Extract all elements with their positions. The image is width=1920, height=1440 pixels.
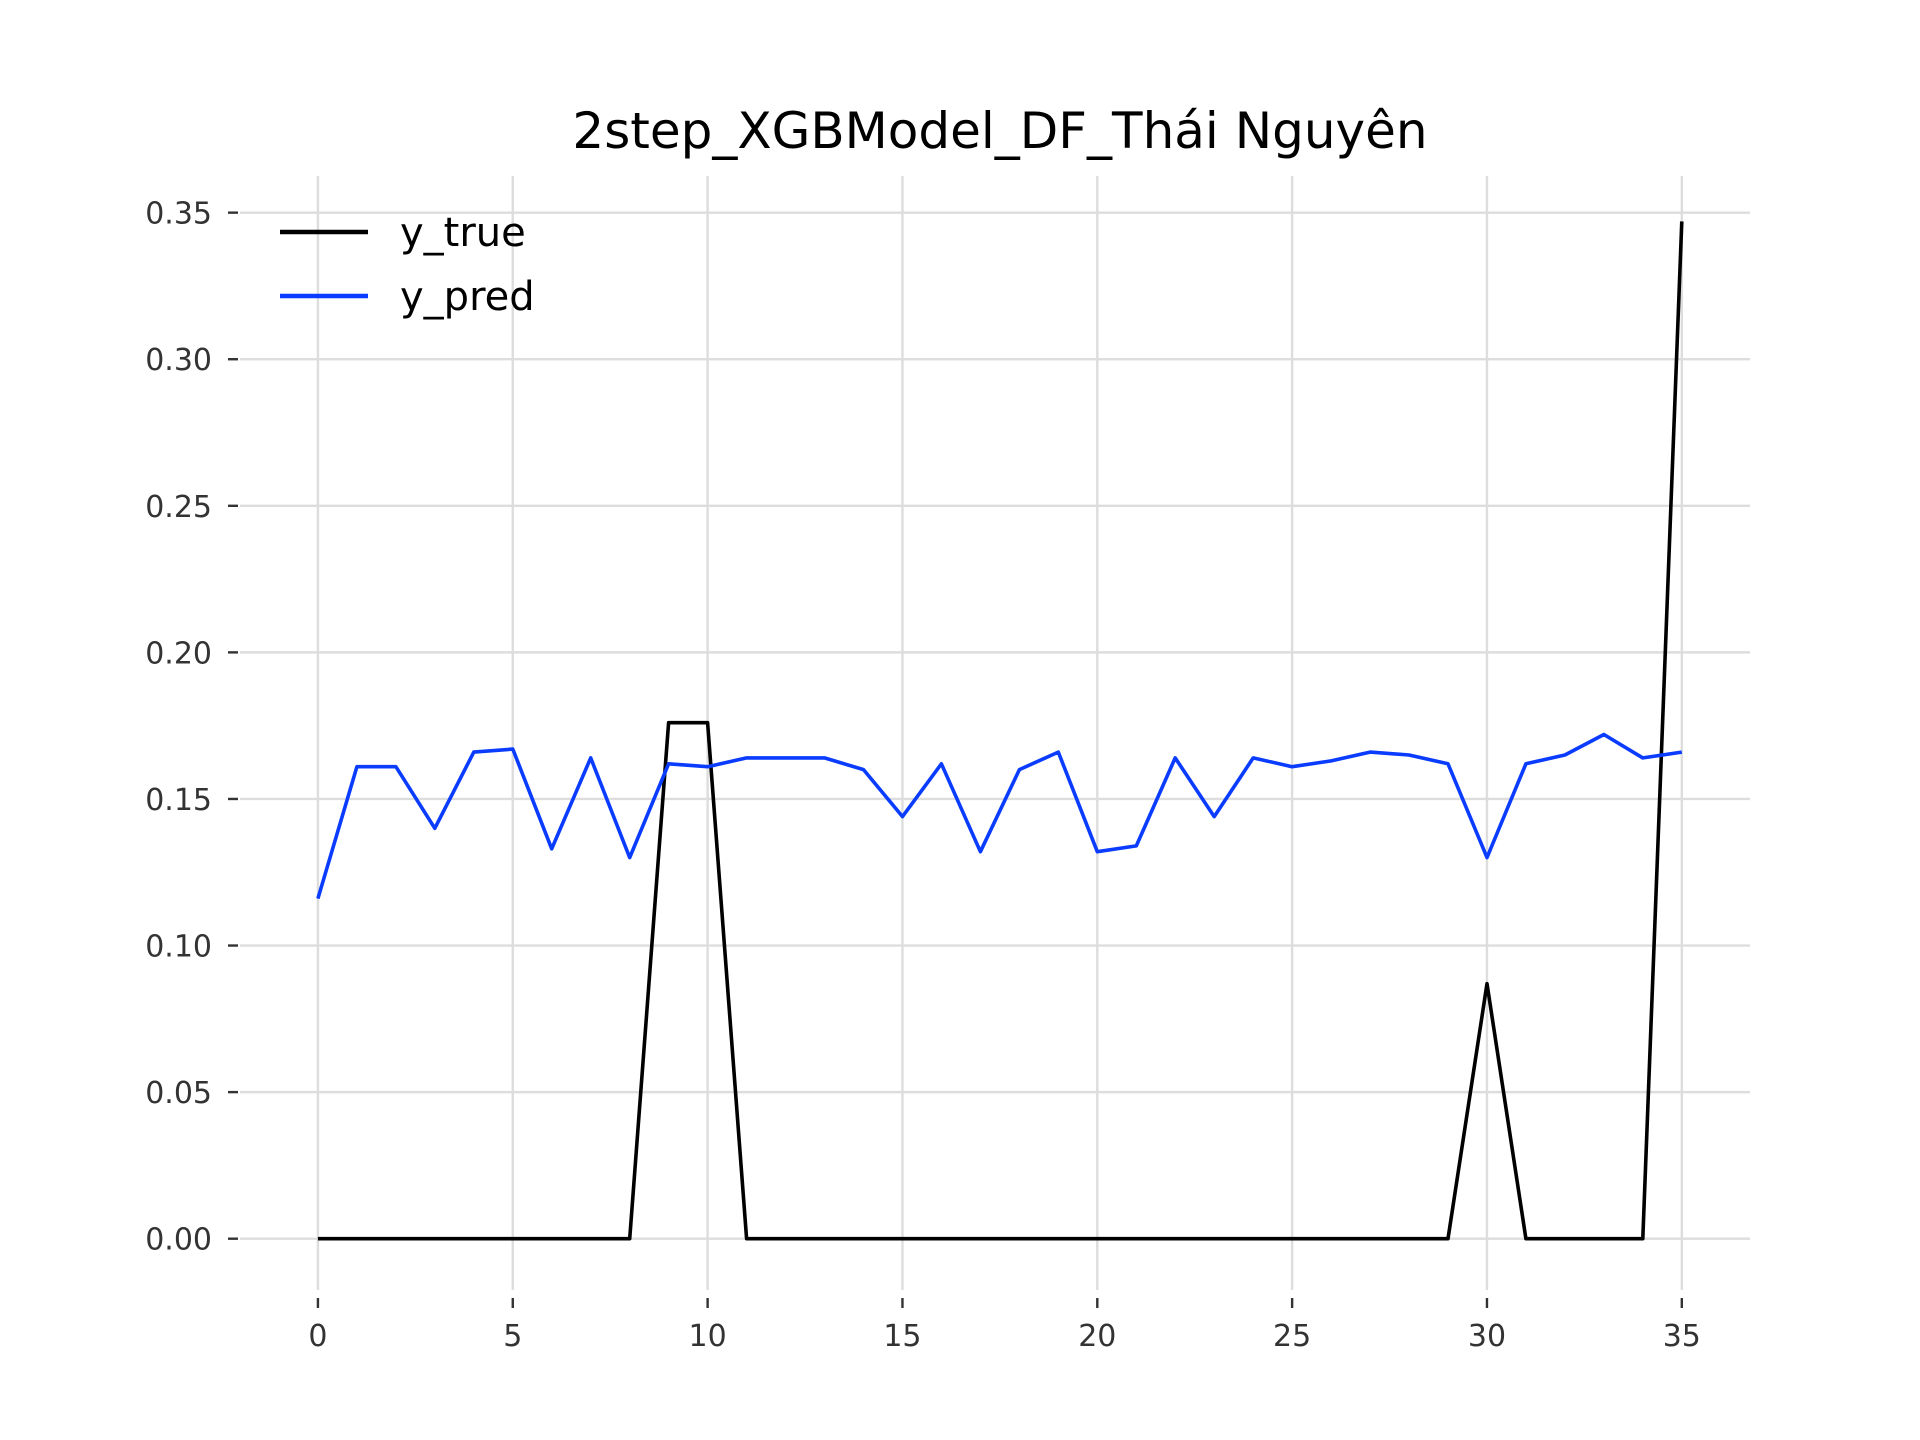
- series-line-y-pred: [316, 732, 1683, 900]
- legend-label-y-true: y_true: [400, 210, 526, 256]
- y-tick-label: 0.35: [145, 197, 212, 232]
- y-tick-label: 0.00: [145, 1223, 212, 1258]
- x-tick-label: 0: [308, 1319, 327, 1354]
- grid-lines: [240, 176, 1750, 1290]
- x-tick-label: 25: [1273, 1319, 1311, 1354]
- legend-label-y-pred: y_pred: [400, 274, 535, 320]
- y-tick-label: 0.30: [145, 343, 212, 378]
- x-tick-label: 30: [1468, 1319, 1506, 1354]
- y-tick-label: 0.15: [145, 783, 212, 818]
- x-tick-label: 10: [689, 1319, 727, 1354]
- x-tick-label: 35: [1663, 1319, 1701, 1354]
- x-tick-label: 20: [1078, 1319, 1116, 1354]
- legend: y_true y_pred: [280, 210, 535, 320]
- series-line-y-true: [317, 221, 1684, 1241]
- y-tick-label: 0.25: [145, 490, 212, 525]
- axes: 0 5 10 15 20 25 30 35 0.00 0.05 0.10 0.15 0.20 0.25 0.…: [145, 197, 1701, 1354]
- y-tick-label: 0.10: [145, 930, 212, 965]
- y-tick-label: 0.20: [145, 636, 212, 671]
- chart-title: 2step_XGBModel_DF_Thái Nguyên: [572, 102, 1427, 160]
- y-tick-label: 0.05: [145, 1076, 212, 1111]
- series-lines: [316, 221, 1684, 1241]
- x-tick-label: 5: [503, 1319, 522, 1354]
- x-tick-label: 15: [883, 1319, 921, 1354]
